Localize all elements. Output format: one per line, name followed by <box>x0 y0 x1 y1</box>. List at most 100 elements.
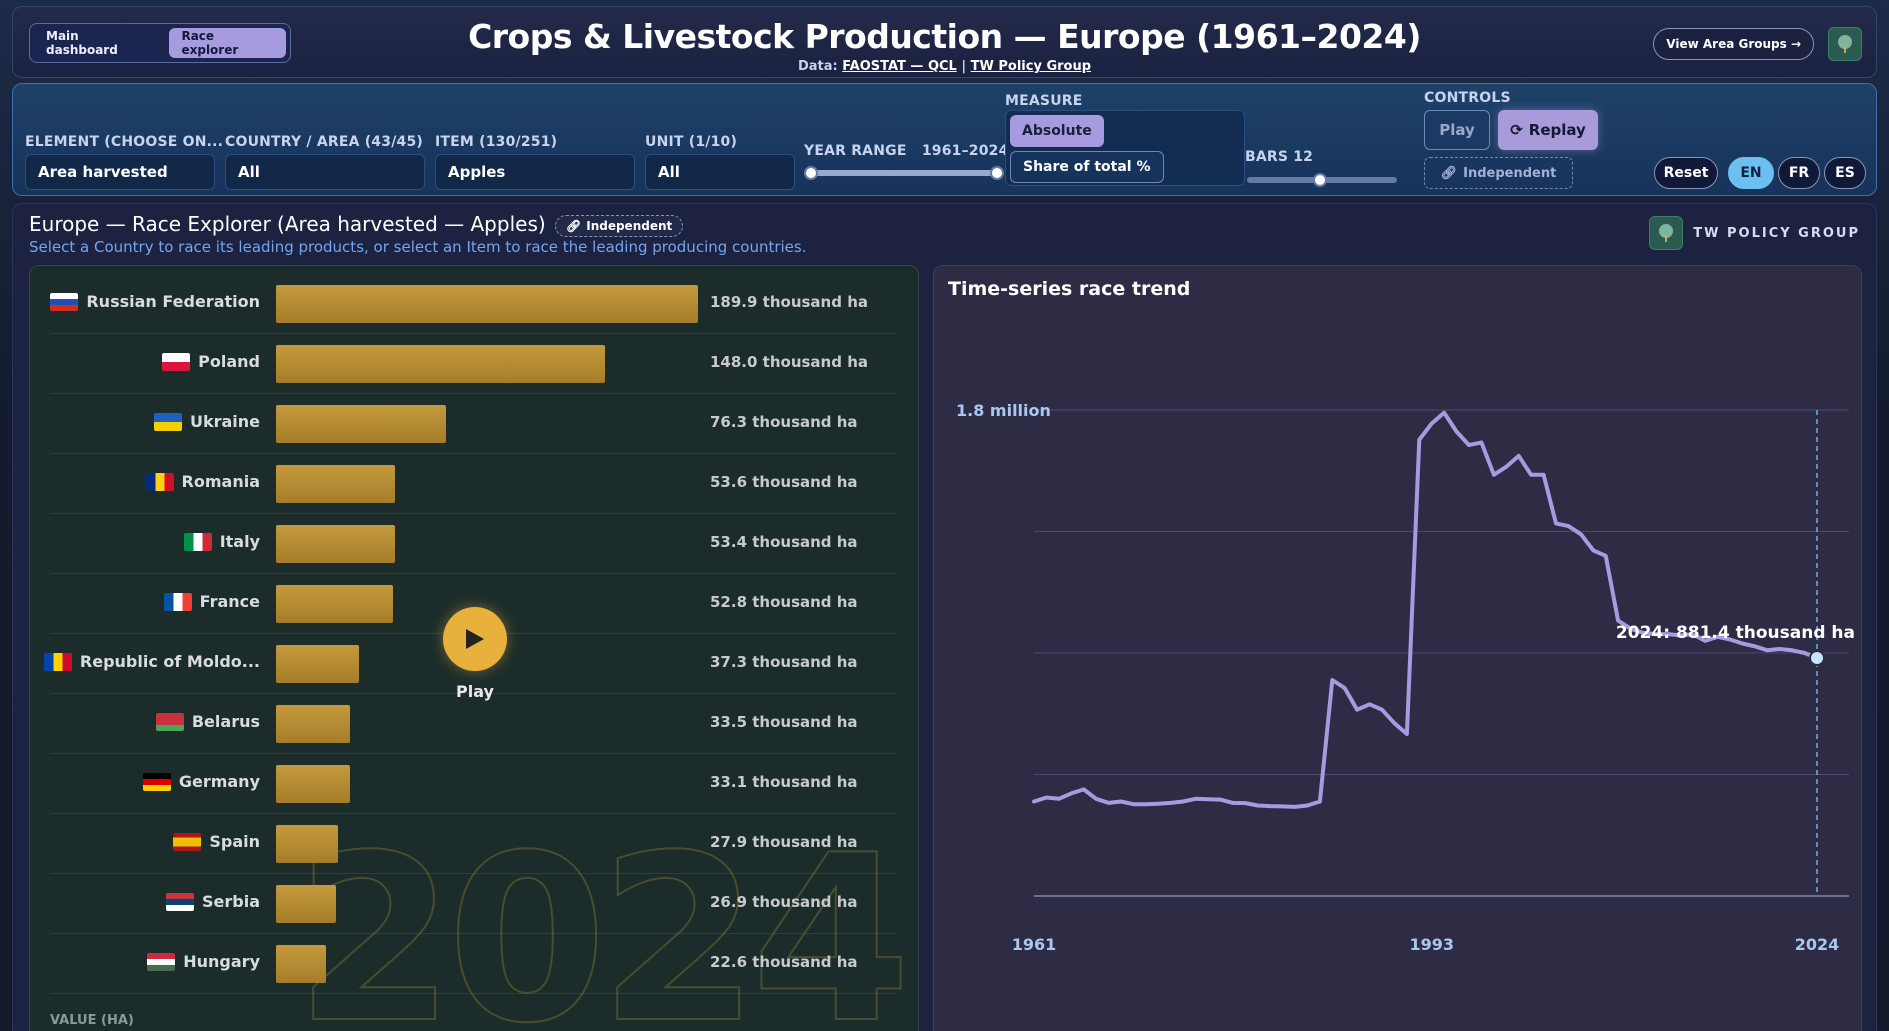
country-name: Poland <box>198 352 260 371</box>
brand-text: TW POLICY GROUP <box>1693 225 1860 241</box>
trend-chart-panel: Time-series race trend 1.8 million 2024: … <box>933 265 1862 1031</box>
race-row[interactable]: Belarus 33.5 thousand ha <box>30 694 918 754</box>
race-bar <box>276 825 338 863</box>
trend-series-line <box>1032 410 1819 809</box>
race-bar-value: 33.1 thousand ha <box>710 773 858 791</box>
y-axis-label: 1.8 million <box>956 401 1051 420</box>
row-divider <box>50 693 896 694</box>
flag-france-icon <box>163 592 192 611</box>
race-row-label: Hungary <box>147 952 260 971</box>
measure-share-button[interactable]: Share of total % <box>1010 151 1164 183</box>
replay-label: Replay <box>1528 121 1586 139</box>
race-bar-value: 26.9 thousand ha <box>710 893 858 911</box>
row-divider <box>50 753 896 754</box>
race-bar <box>276 345 605 383</box>
race-play-caption: Play <box>456 682 494 701</box>
play-button[interactable]: Play <box>1424 110 1490 150</box>
country-name: Russian Federation <box>86 292 260 311</box>
race-bar-value: 53.6 thousand ha <box>710 473 858 491</box>
race-row-label: Serbia <box>166 892 260 911</box>
race-row-label: Romania <box>145 472 260 491</box>
bar-race-chart: 2024 Russian Federation 189.9 thousand ha… <box>29 265 919 1031</box>
race-row[interactable]: Germany 33.1 thousand ha <box>30 754 918 814</box>
independent-toggle[interactable]: 🔗︎ Independent <box>1424 157 1573 189</box>
race-bar-value: 148.0 thousand ha <box>710 353 868 371</box>
bars-slider-handle[interactable] <box>1313 173 1327 187</box>
race-bar <box>276 525 395 563</box>
unit-select[interactable]: All <box>645 154 795 190</box>
race-row[interactable]: Hungary 22.6 thousand ha <box>30 934 918 994</box>
row-divider <box>50 813 896 814</box>
view-area-groups-button[interactable]: View Area Groups → <box>1653 28 1814 60</box>
country-name: Spain <box>209 832 260 851</box>
tw-policy-link[interactable]: TW Policy Group <box>970 59 1092 74</box>
independent-badge: 🔗︎ Independent <box>555 215 684 237</box>
page-title: Crops & Livestock Production — Europe (1… <box>468 17 1421 56</box>
faostat-link[interactable]: FAOSTAT — QCL <box>842 59 957 74</box>
measure-label: MEASURE <box>1005 93 1083 109</box>
race-bar <box>276 765 350 803</box>
race-bar <box>276 885 336 923</box>
reset-button[interactable]: Reset <box>1654 157 1718 189</box>
race-bar-value: 22.6 thousand ha <box>710 953 858 971</box>
year-range-label: YEAR RANGE 1961–2024 <box>804 143 1009 159</box>
measure-absolute-button[interactable]: Absolute <box>1010 115 1104 147</box>
race-play-button[interactable] <box>443 607 507 671</box>
race-row[interactable]: Republic of Moldo... 37.3 thousand ha <box>30 634 918 694</box>
data-prefix: Data: <box>797 59 838 74</box>
country-label: COUNTRY / AREA (43/45) <box>225 134 423 150</box>
country-name: Serbia <box>202 892 260 911</box>
item-select[interactable]: Apples <box>435 154 635 190</box>
race-row-label: Poland <box>162 352 260 371</box>
brand-mark: TW POLICY GROUP <box>1649 216 1860 250</box>
lang-es-button[interactable]: ES <box>1824 157 1866 189</box>
race-bar <box>276 405 446 443</box>
replay-icon: ⟳ <box>1510 121 1523 139</box>
play-icon <box>466 629 484 649</box>
replay-button[interactable]: ⟳ Replay <box>1498 110 1598 150</box>
race-bar-value: 37.3 thousand ha <box>710 653 858 671</box>
controls-label: CONTROLS <box>1424 90 1511 106</box>
row-divider <box>50 453 896 454</box>
race-row[interactable]: Serbia 26.9 thousand ha <box>30 874 918 934</box>
tab-race-explorer[interactable]: Race explorer <box>169 28 286 58</box>
year-start-handle[interactable] <box>804 166 818 180</box>
x-tick-label: 1993 <box>1409 935 1454 954</box>
country-name: Belarus <box>191 712 260 731</box>
measure-group: Absolute Share of total % <box>1005 110 1245 186</box>
race-row[interactable]: Russian Federation 189.9 thousand ha <box>30 274 918 334</box>
race-bar <box>276 645 359 683</box>
link-icon: 🔗︎ <box>1440 165 1458 181</box>
country-select[interactable]: All <box>225 154 425 190</box>
country-name: Romania <box>181 472 260 491</box>
race-row[interactable]: Poland 148.0 thousand ha <box>30 334 918 394</box>
lang-fr-button[interactable]: FR <box>1778 157 1820 189</box>
race-bar-value: 52.8 thousand ha <box>710 593 858 611</box>
race-bar <box>276 945 327 983</box>
flag-hungary-icon <box>147 952 176 971</box>
element-select[interactable]: Area harvested <box>25 154 215 190</box>
race-row[interactable]: Ukraine 76.3 thousand ha <box>30 394 918 454</box>
year-end-handle[interactable] <box>990 166 1004 180</box>
year-range-fill <box>810 170 998 176</box>
race-row-label: Italy <box>183 532 260 551</box>
flag-poland-icon <box>162 352 191 371</box>
lang-en-button[interactable]: EN <box>1728 157 1774 189</box>
tw-logo-icon <box>1649 216 1684 250</box>
race-row-label: Germany <box>142 772 260 791</box>
race-row[interactable]: Romania 53.6 thousand ha <box>30 454 918 514</box>
race-bar-value: 76.3 thousand ha <box>710 413 858 431</box>
flag-germany-icon <box>142 772 171 791</box>
controls-panel: ELEMENT (CHOOSE ON... Area harvested COU… <box>12 83 1877 196</box>
independent-badge-label: Independent <box>586 219 673 233</box>
race-row[interactable]: Spain 27.9 thousand ha <box>30 814 918 874</box>
tab-main-dashboard[interactable]: Main dashboard <box>46 29 118 57</box>
country-name: Republic of Moldo... <box>79 652 260 671</box>
x-tick-label: 1961 <box>1012 935 1057 954</box>
unit-label: UNIT (1/10) <box>645 134 738 150</box>
race-bar-value: 189.9 thousand ha <box>710 293 868 311</box>
race-description: Select a Country to race its leading pro… <box>29 238 807 256</box>
race-row[interactable]: Italy 53.4 thousand ha <box>30 514 918 574</box>
row-divider <box>50 513 896 514</box>
item-label: ITEM (130/251) <box>435 134 558 150</box>
